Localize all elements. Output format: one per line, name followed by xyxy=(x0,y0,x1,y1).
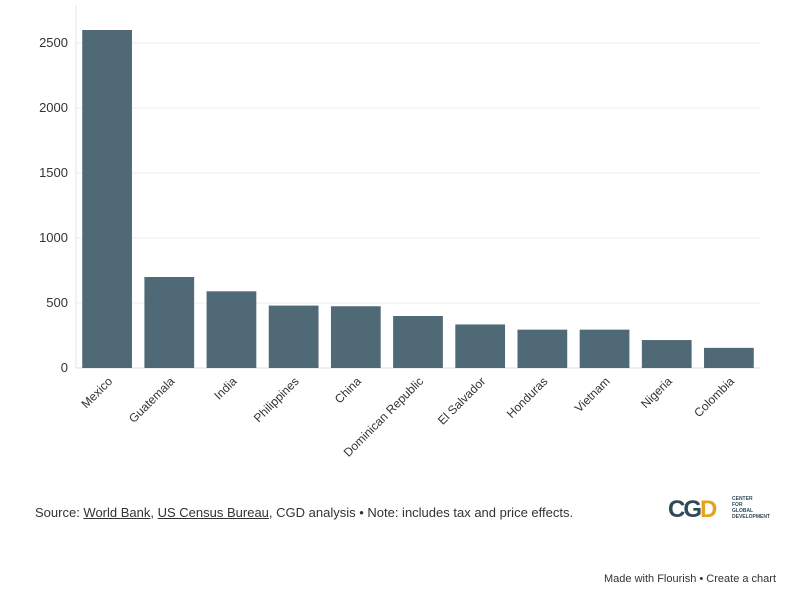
bar-india xyxy=(206,291,257,368)
flourish-footer: Made with Flourish • Create a chart xyxy=(604,573,776,585)
made-with-flourish-link[interactable]: Made with Flourish xyxy=(604,573,697,585)
y-axis: 0 500 1000 1500 2000 2500 xyxy=(39,35,68,375)
world-bank-link[interactable]: World Bank xyxy=(83,505,151,520)
x-tick-label: China xyxy=(332,374,364,406)
y-tick-label: 2000 xyxy=(39,100,68,115)
cgd-logo-text: CENTER FOR GLOBAL DEVELOPMENT xyxy=(732,496,771,520)
bar-guatemala xyxy=(144,277,195,368)
x-tick-label: Nigeria xyxy=(638,374,675,411)
x-tick-label: El Salvador xyxy=(435,374,488,427)
bar-honduras xyxy=(517,329,568,368)
source-suffix: , CGD analysis • Note: includes tax and … xyxy=(268,505,574,520)
y-tick-label: 500 xyxy=(46,295,68,310)
bar-china xyxy=(330,306,381,368)
x-tick-label: Vietnam xyxy=(572,374,613,415)
bar-chart: 0 500 1000 1500 2000 2500 Mexico Guatemala Indi… xyxy=(39,5,760,460)
x-axis: Mexico Guatemala India Philippines ChinaDomi… xyxy=(78,374,737,460)
y-tick-label: 2500 xyxy=(39,35,68,50)
bar-philippines xyxy=(268,305,319,368)
source-note: Source: World Bank, US Census Bureau, CG… xyxy=(35,505,573,520)
bars xyxy=(82,30,754,368)
x-tick-label: Guatemala xyxy=(126,374,178,426)
y-tick-label: 0 xyxy=(61,360,68,375)
footer-separator: • xyxy=(696,573,707,585)
bar-nigeria xyxy=(641,340,692,368)
source-sep: , xyxy=(150,505,158,520)
bar-vietnam xyxy=(579,329,630,368)
bar-mexico xyxy=(82,30,132,368)
y-tick-label: 1000 xyxy=(39,230,68,245)
x-tick-label: Mexico xyxy=(78,374,115,411)
cgd-logo-mark: CGD xyxy=(668,496,717,523)
x-tick-label: Honduras xyxy=(504,374,551,421)
x-tick-label: Philippines xyxy=(251,374,302,425)
source-prefix: Source: xyxy=(35,505,84,520)
x-tick-label: India xyxy=(211,374,240,403)
x-tick-label: Colombia xyxy=(691,374,737,420)
cgd-logo[interactable]: CGD CENTER FOR GLOBAL DEVELOPMENT xyxy=(668,494,778,526)
y-tick-label: 1500 xyxy=(39,165,68,180)
bar-el-salvador xyxy=(455,324,506,368)
us-census-bureau-link[interactable]: US Census Bureau xyxy=(157,505,269,520)
bar-colombia xyxy=(704,347,754,368)
bar-dominican-republic xyxy=(393,316,443,368)
create-a-chart-link[interactable]: Create a chart xyxy=(706,573,776,585)
